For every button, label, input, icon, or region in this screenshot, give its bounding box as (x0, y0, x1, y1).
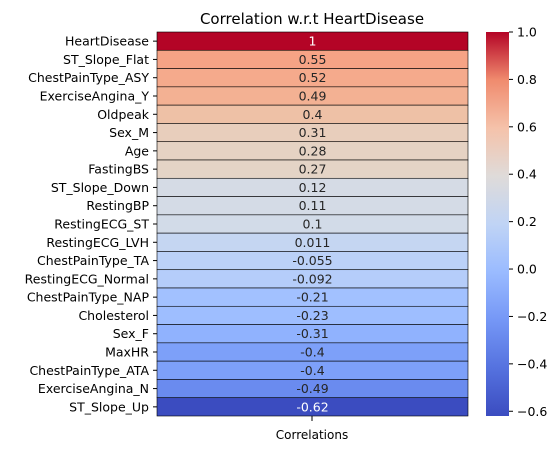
colorbar-tick-label: 0.4 (517, 167, 537, 182)
row-label: ChestPainType_NAP (27, 290, 150, 305)
chart-title: Correlation w.r.t HeartDisease (200, 10, 424, 28)
row-label: ChestPainType_TA (37, 253, 149, 268)
cell-annotation: -0.62 (296, 399, 328, 414)
cell-annotation: -0.092 (292, 271, 332, 286)
row-label: RestingECG_LVH (46, 235, 149, 250)
row-label: HeartDisease (65, 34, 149, 49)
colorbar-tick-label: 0.6 (517, 119, 537, 134)
cell-annotation: -0.055 (292, 253, 332, 268)
cell-annotation: 0.4 (303, 107, 323, 122)
cell-annotation: 0.52 (299, 70, 327, 85)
row-label: RestingBP (86, 198, 149, 213)
cell-annotation: -0.4 (300, 363, 324, 378)
row-label: Cholesterol (78, 308, 149, 323)
row-label: MaxHR (105, 345, 149, 360)
cell-annotation: 0.11 (299, 198, 327, 213)
colorbar-tick-label: 0.8 (517, 72, 537, 87)
cell-annotation: -0.21 (296, 290, 328, 305)
row-label: RestingECG_ST (54, 217, 149, 232)
row-label: ST_Slope_Down (51, 180, 149, 195)
cell-annotation: 0.28 (299, 143, 327, 158)
row-labels: HeartDisease ST_Slope_Flat ChestPainType_A… (25, 34, 157, 414)
cell-annotation: 0.011 (295, 235, 331, 250)
cell-annotation: 0.31 (299, 125, 327, 140)
colorbar-tick-label: 0.0 (517, 262, 537, 277)
cell-annotation: 0.55 (299, 52, 327, 67)
colorbar: −0.6 −0.4 −0.2 0.0 0.2 0.4 0.6 0.8 1.0 (486, 25, 547, 419)
row-label: ChestPainType_ATA (29, 363, 149, 378)
colorbar-tick-label: −0.6 (517, 404, 547, 419)
cell-annotation: 0.49 (299, 89, 327, 104)
cell-annotation: -0.31 (296, 326, 328, 341)
cell-annotation: 0.12 (299, 180, 327, 195)
cell-annotation: 1 (309, 34, 317, 49)
cell-annotation: -0.49 (296, 381, 328, 396)
colorbar-tick-label: −0.2 (517, 309, 547, 324)
cell-annotation: 0.27 (299, 162, 327, 177)
cell-annotation: -0.23 (296, 308, 328, 323)
row-label: Sex_M (109, 125, 149, 140)
row-label: ExerciseAngina_N (38, 381, 149, 396)
row-label: FastingBS (88, 162, 149, 177)
colorbar-ticks: −0.6 −0.4 −0.2 0.0 0.2 0.4 0.6 0.8 1.0 (509, 25, 547, 419)
colorbar-tick-label: 1.0 (517, 25, 537, 40)
row-label: Sex_F (113, 326, 149, 341)
row-label: RestingECG_Normal (25, 271, 149, 286)
row-label: ST_Slope_Up (69, 399, 149, 414)
column-label: Correlations (276, 428, 348, 442)
colorbar-tick-label: −0.4 (517, 356, 547, 371)
row-label: ExerciseAngina_Y (40, 89, 150, 104)
cell-annotation: -0.4 (300, 345, 324, 360)
row-label: Oldpeak (97, 107, 150, 122)
cell-annotation: 0.1 (303, 217, 323, 232)
row-label: ChestPainType_ASY (28, 70, 149, 85)
row-label: ST_Slope_Flat (63, 52, 149, 67)
row-label: Age (125, 143, 149, 158)
colorbar-tick-label: 0.2 (517, 214, 537, 229)
colorbar-gradient (486, 32, 509, 416)
cell-annotations: 1 0.55 0.52 0.49 0.4 0.31 0.28 0.27 0.12 0.11 0.1 0… (292, 34, 332, 415)
